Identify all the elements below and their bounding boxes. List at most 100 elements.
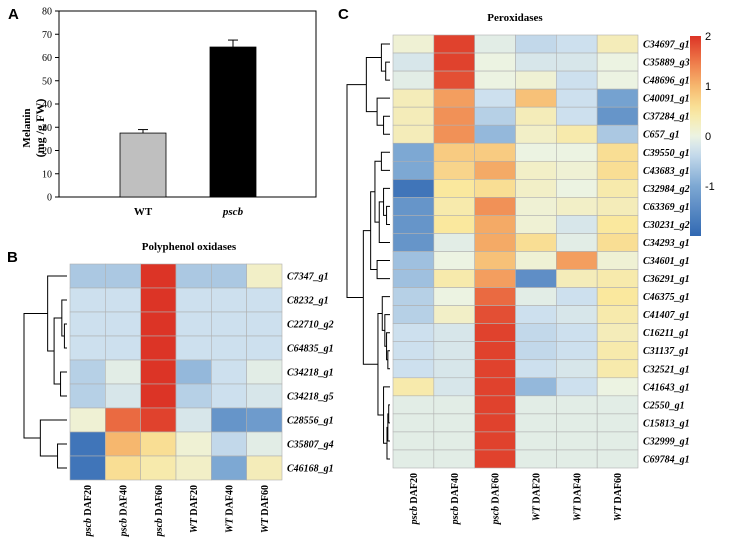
heatmap-cell bbox=[433, 449, 475, 469]
column-label: WT DAF20 bbox=[531, 473, 542, 521]
heatmap-cell bbox=[515, 106, 557, 126]
category-label: WT bbox=[134, 206, 153, 218]
heatmap-cell bbox=[433, 341, 475, 361]
heatmap-cell bbox=[556, 323, 598, 343]
heatmap-cell bbox=[392, 395, 435, 415]
row-label: C30231_g2 bbox=[643, 220, 690, 231]
heatmap-cell bbox=[392, 305, 435, 324]
column-label: pscb DAF40 bbox=[119, 485, 130, 537]
heatmap-cell bbox=[211, 311, 247, 337]
heatmap-cell bbox=[433, 70, 475, 90]
heatmap-cell bbox=[474, 197, 516, 216]
heatmap-cell bbox=[140, 383, 177, 409]
panel-a-label: A bbox=[8, 6, 19, 23]
heatmap-cell bbox=[474, 233, 516, 252]
heatmap-cell bbox=[474, 88, 516, 108]
heatmap-cell bbox=[392, 106, 435, 126]
colorbar-tick-label: -1 bbox=[705, 181, 715, 193]
heatmap-cell bbox=[596, 179, 639, 198]
dendrogram-link bbox=[386, 205, 390, 225]
heatmap-cell bbox=[474, 359, 516, 379]
heatmap-cell bbox=[515, 142, 557, 162]
heatmap-cell bbox=[105, 263, 141, 289]
row-label: C34601_g1 bbox=[643, 256, 690, 267]
heatmap-cell bbox=[392, 88, 435, 108]
heatmap-cell bbox=[392, 179, 435, 198]
heatmap-cell bbox=[596, 431, 639, 451]
heatmap-cell bbox=[246, 431, 283, 457]
heatmap-cell bbox=[140, 311, 177, 337]
dendrogram-link bbox=[381, 296, 390, 331]
panel-a-ylabel-line2: (mg /g FW) bbox=[33, 99, 47, 158]
heatmap-cell bbox=[474, 251, 516, 270]
heatmap-cell bbox=[515, 341, 557, 361]
heatmap-cell bbox=[596, 395, 639, 415]
heatmap-cell bbox=[474, 70, 516, 90]
heatmap-cell bbox=[105, 455, 141, 481]
row-label: C37284_g1 bbox=[643, 112, 690, 123]
heatmap-cell bbox=[474, 377, 516, 397]
heatmap-cell bbox=[433, 233, 475, 252]
heatmap-cell bbox=[556, 449, 598, 469]
dendrogram-link bbox=[346, 84, 367, 298]
row-label: C28556_g1 bbox=[287, 416, 334, 427]
dendrogram-link bbox=[388, 404, 390, 424]
heatmap-cell bbox=[246, 287, 283, 313]
heatmap-cell bbox=[515, 52, 557, 72]
heatmap-cell bbox=[433, 34, 475, 54]
heatmap-cell bbox=[474, 395, 516, 415]
y-tick-label: 10 bbox=[42, 169, 52, 180]
heatmap-cell bbox=[392, 431, 435, 451]
heatmap-cell bbox=[596, 413, 639, 433]
panel-a: A Melanin (mg /g FW) 0 10 20 30 40 50 60 70 80 WT… bbox=[8, 6, 317, 218]
heatmap-cell bbox=[105, 287, 141, 313]
heatmap-cell bbox=[474, 142, 516, 162]
column-label: WT DAF20 bbox=[189, 485, 200, 533]
heatmap-cell bbox=[515, 377, 557, 397]
row-label: C46375_g1 bbox=[643, 292, 690, 303]
dendrogram-link bbox=[378, 201, 390, 243]
heatmap-cell bbox=[596, 359, 639, 379]
heatmap-cell bbox=[515, 124, 557, 144]
heatmap-cell bbox=[140, 407, 177, 433]
row-label: C34218_g5 bbox=[287, 392, 334, 403]
dendrogram-link bbox=[23, 313, 48, 439]
heatmap-cell bbox=[515, 197, 557, 216]
row-label: C8232_g1 bbox=[287, 296, 329, 307]
heatmap-cell bbox=[515, 359, 557, 379]
heatmap-cell bbox=[392, 34, 435, 54]
heatmap-cell bbox=[433, 287, 475, 306]
heatmap-cell bbox=[433, 377, 475, 397]
bar-pscb bbox=[209, 46, 257, 198]
heatmap-cell bbox=[392, 269, 435, 288]
heatmap-cell bbox=[433, 269, 475, 288]
heatmap-cell bbox=[556, 395, 598, 415]
heatmap-cell bbox=[69, 335, 106, 361]
row-label: C16211_g1 bbox=[643, 328, 689, 339]
heatmap-cell bbox=[392, 251, 435, 270]
heatmap-cell bbox=[392, 287, 435, 306]
heatmap-cell bbox=[515, 431, 557, 451]
heatmap-cell bbox=[556, 269, 598, 288]
row-label: C43683_g1 bbox=[643, 166, 690, 177]
heatmap-cell bbox=[556, 251, 598, 270]
y-tick-label: 50 bbox=[42, 76, 52, 87]
heatmap-cell bbox=[392, 124, 435, 144]
row-label: C657_g1 bbox=[643, 130, 680, 141]
heatmap-cell bbox=[474, 269, 516, 288]
dendrogram-link bbox=[365, 57, 382, 113]
y-tick-label: 0 bbox=[47, 193, 52, 204]
row-label: C15813_g1 bbox=[643, 418, 690, 429]
heatmap-cell bbox=[69, 311, 106, 337]
heatmap-cell bbox=[105, 335, 141, 361]
category-label: pscb bbox=[222, 206, 244, 218]
heatmap-cell bbox=[105, 407, 141, 433]
heatmap-cell bbox=[246, 263, 283, 289]
heatmap-cell bbox=[392, 215, 435, 234]
dendrogram-link bbox=[380, 151, 390, 171]
heatmap-cell bbox=[596, 142, 639, 162]
column-label: pscb DAF20 bbox=[83, 485, 94, 537]
heatmap-cell bbox=[474, 287, 516, 306]
column-label: pscb DAF20 bbox=[409, 473, 420, 525]
heatmap-cell bbox=[433, 197, 475, 216]
